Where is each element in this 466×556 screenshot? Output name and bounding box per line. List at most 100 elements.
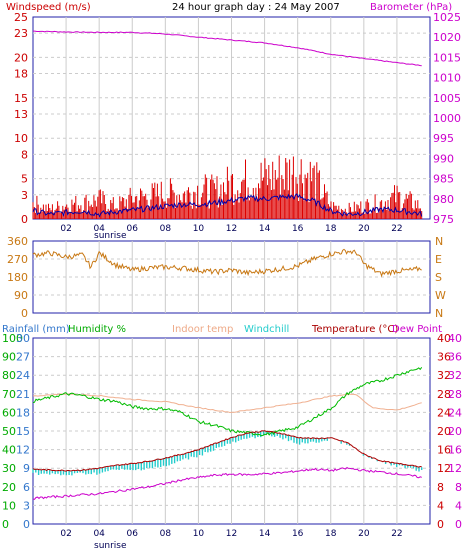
hour-tick-label: 04 [93,529,105,539]
sunrise-label-top: sunrise [94,231,127,241]
hour-tick-label: 10 [193,224,205,234]
temp-tick-label: 8 [437,481,444,494]
wind-tick-label: 0 [21,213,28,226]
hour-tick-label: 22 [391,529,402,539]
legend-windchill: Windchill [244,324,289,335]
humidity-tick-label: 90 [2,351,16,364]
hour-tick-label: 16 [292,224,304,234]
humidity-line [32,367,423,437]
wind-direction-line [32,248,422,278]
hour-tick-label: 16 [292,529,304,539]
humidity-tick-label: 70 [2,388,16,401]
legend-humidity: Humidity % [68,324,126,335]
wind-tick-label: 3 [21,189,28,202]
wind-tick-label: 25 [14,11,28,24]
dew-tick-label: 36 [448,351,462,364]
temp-tick-label: 40 [437,332,451,345]
temp-tick-label: 28 [437,388,451,401]
rain-tick-label: 6 [23,481,30,494]
baro-tick-label: 1010 [433,72,461,85]
wind-tick-label: 10 [14,132,28,145]
chart-title: 24 hour graph day : 24 May 2007 [172,2,340,13]
humidity-tick-label: 20 [2,481,16,494]
rain-tick-label: 30 [16,332,30,345]
baro-tick-label: 975 [433,213,454,226]
legend-indoor: Indoor temp [172,324,233,335]
temp-tick-label: 36 [437,351,451,364]
wind-tick-label: 15 [14,92,28,105]
baro-tick-label: 990 [433,152,454,165]
humidity-tick-label: 50 [2,425,16,438]
wind-tick-label: 5 [21,173,28,186]
hour-tick-label: 20 [358,529,370,539]
baro-axis-title: Barometer (hPa) [370,2,452,13]
hour-tick-label: 08 [160,224,172,234]
temp-tick-label: 12 [437,462,451,475]
dew-tick-label: 16 [448,444,462,457]
hour-tick-label: 04 [93,224,105,234]
baro-line [33,30,422,67]
hour-tick-label: 14 [259,529,271,539]
wind-axis-title: Windspeed (m/s) [6,2,91,13]
humidity-tick-label: 60 [2,406,16,419]
humidity-tick-label: 100 [2,332,23,345]
hour-tick-label: 02 [60,529,71,539]
windchill-bars [32,431,423,476]
hour-tick-label: 14 [259,224,271,234]
dew-tick-label: 24 [448,406,462,419]
hour-tick-label: 18 [325,529,337,539]
baro-tick-label: 1005 [433,92,461,105]
wind-tick-label: 13 [14,108,28,121]
wind-tick-label: 20 [14,51,28,64]
temp-tick-label: 24 [437,406,451,419]
baro-tick-label: 1015 [433,51,461,64]
temp-tick-label: 32 [437,369,451,382]
rain-tick-label: 24 [16,369,30,382]
hour-tick-label: 12 [226,529,237,539]
compass-tick-label: N [435,235,443,248]
sunrise-label-bottom: sunrise [94,541,127,551]
legend-dew: Dew Point [392,324,442,335]
baro-tick-label: 1000 [433,112,461,125]
humidity-tick-label: 10 [2,499,16,512]
dew-tick-label: 32 [448,369,462,382]
rain-tick-label: 9 [23,462,30,475]
hour-tick-label: 20 [358,224,370,234]
rain-tick-label: 3 [23,499,30,512]
compass-tick-label: W [435,289,446,302]
wind-tick-label: 23 [14,27,28,40]
avg-wind-line [32,193,423,218]
baro-tick-label: 995 [433,132,454,145]
dew-tick-label: 40 [448,332,462,345]
hour-tick-label: 18 [325,224,337,234]
temp-tick-label: 0 [437,518,444,531]
hour-tick-label: 08 [160,529,172,539]
wind-tick-label: 8 [21,148,28,161]
hour-tick-label: 10 [193,529,205,539]
direction-tick-label: 360 [7,235,28,248]
humidity-tick-label: 40 [2,444,16,457]
wind-tick-label: 18 [14,68,28,81]
dew-tick-label: 8 [455,481,462,494]
direction-tick-label: 270 [7,253,28,266]
rain-tick-label: 18 [16,406,30,419]
hour-tick-label: 02 [60,224,71,234]
baro-tick-label: 1025 [433,11,461,24]
humidity-tick-label: 30 [2,462,16,475]
dew-tick-label: 28 [448,388,462,401]
dew-point-line [32,466,422,500]
baro-tick-label: 1020 [433,31,461,44]
direction-tick-label: 180 [7,271,28,284]
hour-tick-label: 22 [391,224,402,234]
rain-tick-label: 21 [16,388,30,401]
legend-rain: Rainfall (mm) [2,324,70,335]
hour-tick-label: 06 [127,224,139,234]
rain-tick-label: 27 [16,351,30,364]
dew-tick-label: 0 [455,518,462,531]
dew-tick-label: 12 [448,462,462,475]
temp-tick-label: 16 [437,444,451,457]
temp-tick-label: 4 [437,499,444,512]
humidity-tick-label: 80 [2,369,16,382]
dew-tick-label: 20 [448,425,462,438]
